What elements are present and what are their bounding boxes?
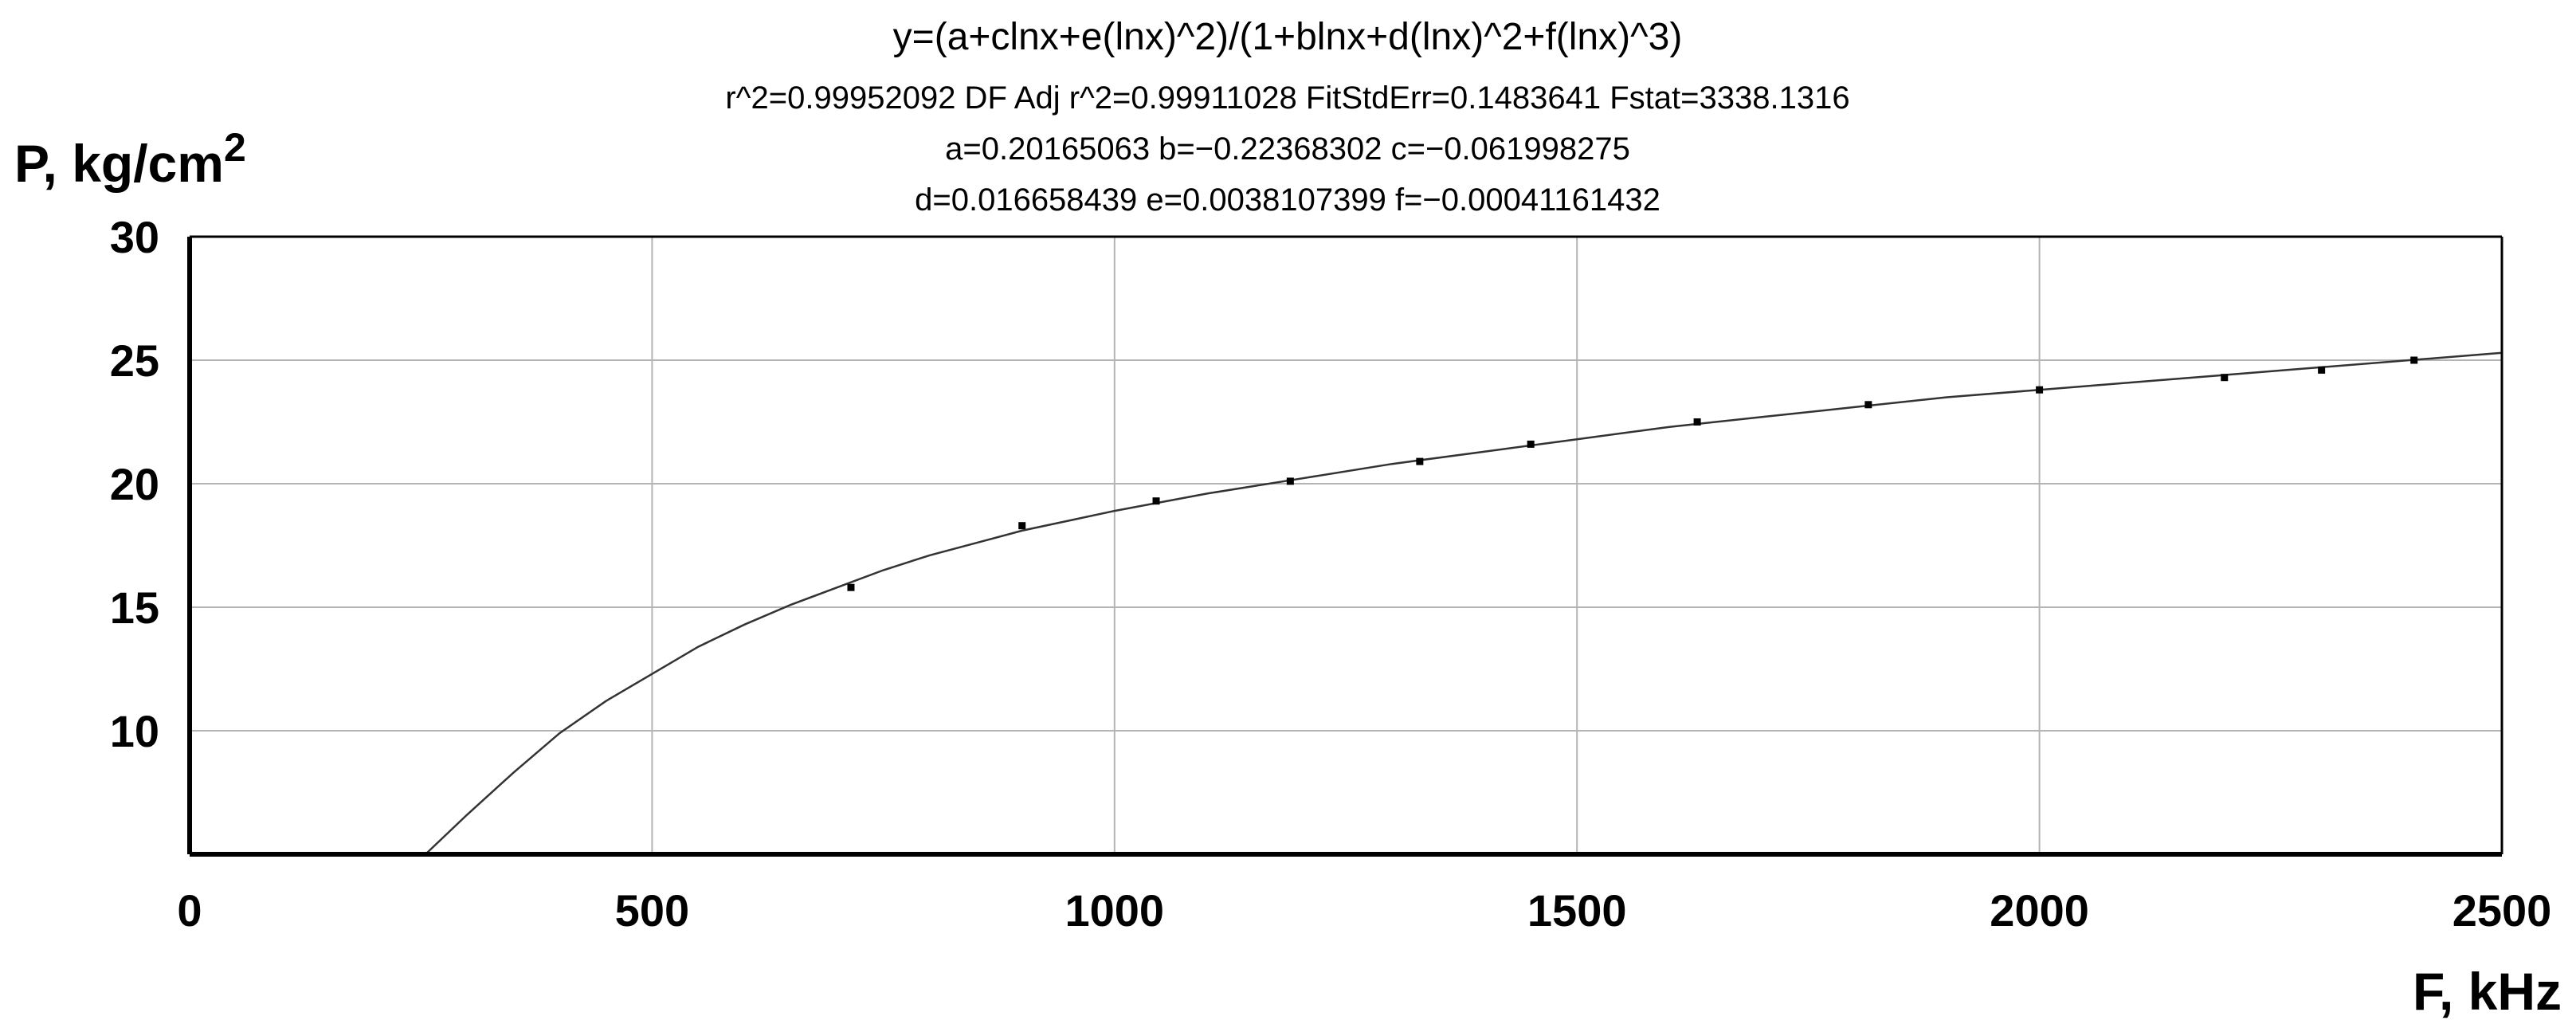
data-point-5 <box>1527 440 1535 448</box>
data-point-10 <box>2318 366 2326 374</box>
grid <box>190 237 2502 854</box>
data-point-1 <box>1018 522 1026 530</box>
y-tick-label-0: 10 <box>110 706 159 756</box>
x-tick-label-2: 1000 <box>1065 885 1165 936</box>
y-tick-labels: 10 15 20 25 30 <box>110 212 159 756</box>
x-tick-label-5: 2500 <box>2452 885 2552 936</box>
data-point-2 <box>1152 497 1160 505</box>
data-points <box>847 356 2418 591</box>
y-axis-title: P, kg/cm2 <box>14 125 246 193</box>
x-tick-labels: 0 500 1000 1500 2000 2500 <box>177 885 2551 936</box>
x-tick-label-1: 500 <box>615 885 689 936</box>
plot-frame <box>187 235 2503 857</box>
fit-curve-layer <box>425 351 2503 855</box>
y-axis-label-superscript: 2 <box>224 125 246 170</box>
data-point-8 <box>2036 386 2044 394</box>
x-tick-label-4: 2000 <box>1990 885 2089 936</box>
x-axis-title: F, kHz <box>2413 962 2562 1021</box>
y-tick-label-4: 30 <box>110 212 159 262</box>
data-point-7 <box>1864 401 1872 409</box>
data-point-3 <box>1286 477 1294 485</box>
fit-curve <box>425 351 2503 855</box>
fit-statistics: r^2=0.99952092 DF Adj r^2=0.99911028 Fit… <box>725 80 1849 116</box>
y-tick-label-3: 25 <box>110 335 159 386</box>
data-point-6 <box>1693 418 1701 426</box>
data-point-9 <box>2221 374 2229 382</box>
coefficients-abc: a=0.20165063 b=−0.22368302 c=−0.06199827… <box>945 131 1630 167</box>
data-point-11 <box>2410 356 2418 364</box>
coefficients-def: d=0.016658439 e=0.0038107399 f=−0.000411… <box>915 182 1660 218</box>
x-tick-label-3: 1500 <box>1527 885 1627 936</box>
x-tick-label-0: 0 <box>177 885 202 936</box>
y-axis-label: P, kg/cm <box>14 134 224 193</box>
equation-title: y=(a+clnx+e(lnx)^2)/(1+blnx+d(lnx)^2+f(l… <box>893 16 1683 58</box>
data-point-0 <box>847 583 855 591</box>
y-tick-label-2: 20 <box>110 459 159 509</box>
data-point-4 <box>1416 457 1424 465</box>
y-tick-label-1: 15 <box>110 583 159 633</box>
